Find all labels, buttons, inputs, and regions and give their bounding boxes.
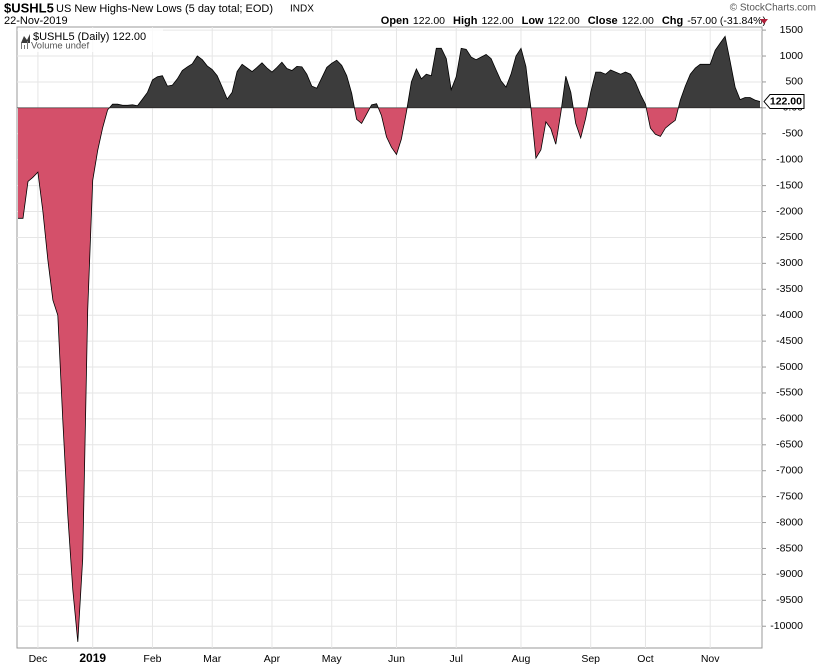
index-name: US New Highs-New Lows (5 day total; EOD): [56, 3, 273, 15]
y-tick-label: -8000: [776, 516, 803, 528]
x-tick-label: Feb: [143, 653, 161, 665]
legend-icon: [21, 43, 22, 49]
stat-label: Close: [588, 15, 618, 27]
legend-bg: [18, 28, 163, 52]
y-tick-label: -4000: [776, 309, 803, 321]
x-tick-label: Jun: [388, 653, 405, 665]
y-tick-label: -9000: [776, 568, 803, 580]
y-tick-label: 1000: [780, 50, 804, 62]
grid-layer: [17, 27, 762, 648]
y-tick-label: -3000: [776, 257, 803, 269]
y-tick-label: -3500: [776, 283, 803, 295]
y-tick-label: -6000: [776, 413, 803, 425]
legend-icon: [27, 41, 28, 49]
date: 22-Nov-2019: [4, 15, 68, 27]
y-tick-label: -2000: [776, 205, 803, 217]
copyright: © StockCharts.com: [730, 3, 816, 14]
y-tick-label: -8500: [776, 542, 803, 554]
stat-value: 122.00: [622, 15, 654, 27]
y-tick-label: -5500: [776, 387, 803, 399]
last-value-label: 122.00: [770, 95, 802, 107]
stat-value: 122.00: [481, 15, 513, 27]
legend-entry: $USHL5 (Daily) 122.00: [33, 31, 146, 43]
area-negative: [18, 107, 760, 642]
stat-label: High: [453, 15, 478, 27]
x-tick-label: Aug: [512, 653, 531, 665]
x-tick-label: Nov: [701, 653, 720, 665]
y-tick-label: 1500: [780, 24, 804, 36]
x-tick-label: Oct: [637, 653, 653, 665]
y-tick-label: -4500: [776, 335, 803, 347]
y-tick-label: 500: [785, 76, 803, 88]
y-tick-label: -9500: [776, 594, 803, 606]
stat-label: Low: [522, 15, 544, 27]
y-tick-label: -500: [782, 128, 803, 140]
y-tick-label: -1500: [776, 179, 803, 191]
x-tick-label: Sep: [581, 653, 600, 665]
stat-value: 122.00: [413, 15, 445, 27]
legend-icon: [21, 34, 30, 43]
plot-frame: [16, 26, 763, 649]
area-positive: [109, 36, 760, 108]
x-tick-label: Mar: [203, 653, 222, 665]
x-tick-label: Apr: [264, 653, 281, 665]
x-tick-label: May: [322, 653, 343, 665]
legend-entry: Volume undef: [31, 41, 89, 52]
y-tick-label: -1000: [776, 153, 803, 165]
legend-icon: [24, 45, 25, 49]
y-tick-label: -7000: [776, 465, 803, 477]
exchange: INDX: [290, 4, 314, 15]
area-outline: [18, 35, 761, 642]
chg-marker: [760, 19, 768, 24]
x-tick-label: 2019: [79, 651, 106, 665]
stat-value: -57.00 (-31.84%): [687, 15, 766, 27]
x-tick-label: Dec: [29, 653, 48, 665]
y-tick-label: -10000: [770, 620, 803, 632]
y-tick-label: -5000: [776, 361, 803, 373]
stat-label: Open: [381, 15, 409, 27]
y-tick-label: -7500: [776, 490, 803, 502]
last-value-box: [763, 94, 805, 110]
stat-value: 122.00: [548, 15, 580, 27]
symbol: $USHL5: [4, 0, 54, 15]
y-tick-label: -6500: [776, 439, 803, 451]
x-tick-label: Jul: [450, 653, 463, 665]
stat-label: Chg: [662, 15, 683, 27]
y-tick-label: -2500: [776, 231, 803, 243]
